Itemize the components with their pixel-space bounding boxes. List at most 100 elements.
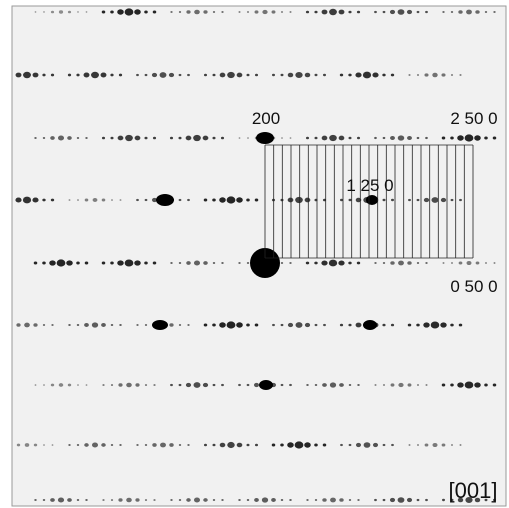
spot-label: 1 25 0: [346, 176, 393, 195]
diffraction-spot: [425, 137, 428, 139]
diffraction-spot: [417, 499, 420, 501]
diffraction-spot: [120, 199, 122, 201]
diffraction-spot: [92, 322, 98, 327]
diffraction-spot: [372, 72, 378, 77]
diffraction-spot: [34, 137, 36, 139]
diffraction-spot: [349, 499, 351, 501]
diffraction-spot: [187, 444, 189, 446]
diffraction-spot: [382, 74, 385, 77]
diffraction-spot: [219, 322, 226, 327]
diffraction-spot: [169, 443, 173, 447]
diffraction-spot: [42, 262, 46, 265]
diffraction-spot: [356, 443, 361, 447]
diffraction-spot: [424, 198, 429, 202]
diffraction-spot: [68, 74, 71, 77]
diffraction-spot: [295, 72, 302, 78]
diffraction-spot: [246, 324, 250, 327]
diffraction-spot: [160, 443, 166, 448]
diffraction-spot: [432, 443, 437, 447]
diffraction-spot: [247, 384, 250, 386]
strong-spot: [156, 194, 174, 206]
diffraction-spot: [50, 498, 55, 502]
diffraction-spot: [111, 444, 113, 446]
diffraction-spot: [459, 199, 462, 201]
diffraction-spot: [442, 262, 444, 264]
diffraction-spot: [125, 259, 134, 266]
diffraction-spot: [423, 322, 429, 327]
diffraction-spot: [102, 384, 104, 386]
diffraction-spot: [391, 444, 394, 446]
diffraction-spot: [34, 499, 37, 501]
diffraction-spot: [203, 498, 208, 502]
diffraction-spot: [459, 74, 461, 76]
diffraction-spot: [322, 136, 328, 141]
diffraction-spot: [203, 383, 208, 387]
diffraction-spot: [135, 498, 139, 501]
diffraction-spot: [110, 262, 114, 265]
diffraction-spot: [144, 262, 148, 265]
diffraction-spot: [338, 260, 344, 265]
diffraction-spot: [474, 382, 481, 387]
diffraction-spot: [306, 137, 309, 140]
diffraction-spot: [363, 72, 371, 79]
diffraction-spot: [315, 384, 318, 386]
diffraction-spot: [441, 73, 445, 76]
diffraction-spot: [203, 261, 208, 265]
diffraction-spot: [383, 137, 386, 139]
diffraction-spot: [203, 136, 209, 141]
diffraction-spot: [306, 499, 308, 501]
diffraction-spot: [43, 324, 45, 326]
diffraction-spot: [425, 262, 427, 264]
diffraction-spot: [348, 262, 351, 265]
diffraction-spot: [459, 261, 463, 264]
diffraction-spot: [213, 499, 215, 501]
diffraction-spot: [212, 137, 215, 140]
diffraction-spot: [340, 199, 343, 201]
diffraction-spot: [43, 11, 45, 12]
diffraction-spot: [295, 441, 304, 448]
diffraction-spot: [152, 443, 156, 447]
diffraction-spot: [383, 384, 385, 386]
diffraction-spot: [84, 443, 89, 447]
diffraction-spot: [417, 74, 419, 76]
diffraction-spot: [126, 498, 132, 503]
diffraction-spot: [43, 137, 45, 139]
diffraction-spot: [407, 10, 412, 14]
diffraction-spot: [255, 10, 259, 13]
diffraction-spot: [314, 11, 317, 14]
diffraction-spot: [425, 499, 428, 501]
diffraction-spot: [227, 72, 235, 78]
diffraction-spot: [348, 324, 351, 327]
diffraction-spot: [93, 198, 98, 202]
diffraction-spot: [186, 498, 191, 502]
diffraction-pattern: 200 2 50 0 1 25 0 0 50 0 [001]: [0, 0, 509, 508]
diffraction-spot: [356, 323, 362, 328]
diffraction-spot: [117, 9, 124, 14]
diffraction-spot: [58, 497, 64, 502]
diffraction-spot: [238, 384, 241, 386]
diffraction-spot: [391, 74, 394, 77]
diffraction-spot: [34, 262, 38, 265]
diffraction-spot: [330, 498, 336, 503]
diffraction-spot: [76, 262, 80, 265]
diffraction-spot: [77, 324, 80, 326]
diffraction-spot: [304, 442, 311, 447]
diffraction-spot: [111, 199, 113, 201]
diffraction-spot: [305, 73, 311, 78]
diffraction-spot: [329, 9, 337, 15]
diffraction-spot: [236, 322, 243, 327]
diffraction-spot: [169, 73, 174, 77]
diffraction-spot: [170, 499, 172, 501]
spot-label: 200: [252, 109, 280, 128]
diffraction-spot: [136, 199, 139, 201]
diffraction-spot: [144, 137, 147, 140]
diffraction-spot: [254, 383, 259, 387]
diffraction-spot: [407, 261, 411, 265]
diffraction-spot: [289, 499, 292, 501]
diffraction-spot: [187, 74, 190, 76]
diffraction-spot: [485, 262, 487, 264]
diffraction-spot: [247, 262, 249, 264]
diffraction-spot: [305, 323, 310, 327]
diffraction-spot: [102, 199, 106, 202]
diffraction-spot: [408, 444, 410, 446]
